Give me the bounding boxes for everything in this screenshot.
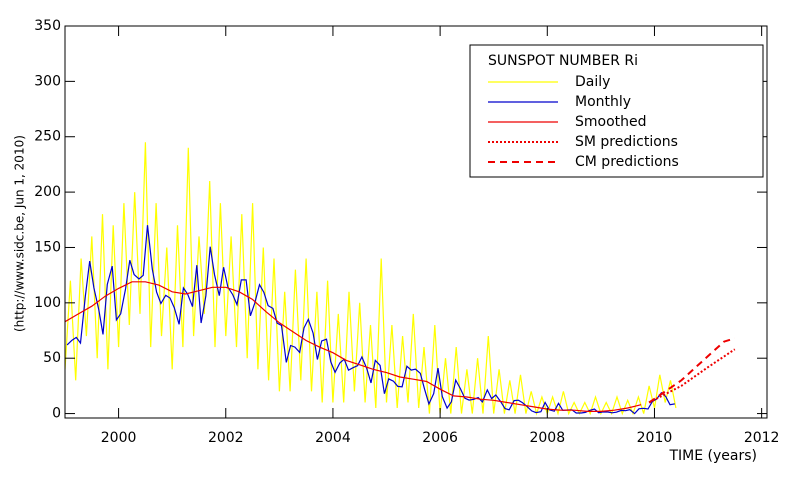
series-line [65, 142, 677, 416]
y-tick-label: 250 [34, 129, 61, 145]
x-axis-label: TIME (years) [668, 448, 757, 464]
legend-label: Daily [575, 74, 610, 90]
legend-label: SM predictions [575, 134, 678, 150]
legend-label: CM predictions [575, 154, 679, 170]
x-tick-label: 2006 [422, 430, 458, 446]
x-tick-label: 2004 [315, 430, 351, 446]
y-tick-label: 200 [34, 184, 61, 200]
y-tick-label: 0 [52, 406, 61, 422]
y-tick-label: 50 [43, 350, 61, 366]
legend-title: SUNSPOT NUMBER Ri [488, 53, 638, 69]
y-tick-label: 300 [34, 73, 61, 89]
y-tick-label: 100 [34, 295, 61, 311]
legend-label: Smoothed [575, 114, 647, 130]
series-line [66, 225, 675, 415]
x-tick-label: 2008 [529, 430, 565, 446]
x-tick-label: 2000 [101, 430, 137, 446]
x-tick-label: 2010 [637, 430, 673, 446]
x-tick-label: 2002 [208, 430, 244, 446]
y-tick-label: 350 [34, 18, 61, 34]
x-tick-label: 2012 [744, 430, 780, 446]
series-line [648, 337, 736, 404]
axes-frame [64, 25, 768, 419]
series-line [65, 281, 642, 412]
series-line [648, 348, 736, 404]
side-note: (http://www.sidc.be, Jun 1, 2010) [13, 135, 27, 332]
legend-box [469, 44, 764, 178]
y-tick-label: 150 [34, 239, 61, 255]
legend-label: Monthly [575, 94, 631, 110]
